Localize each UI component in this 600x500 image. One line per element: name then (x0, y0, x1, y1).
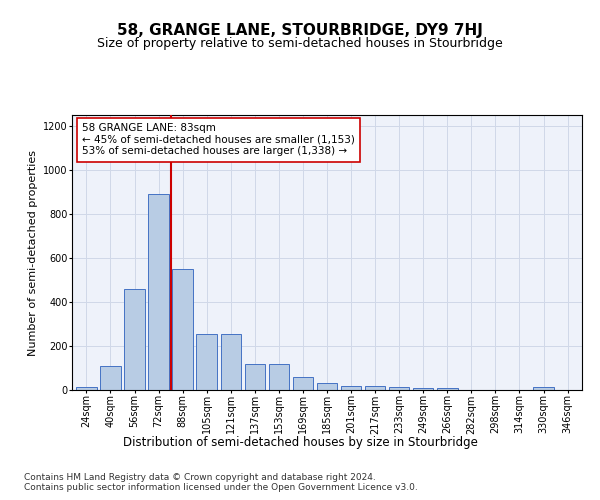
Bar (269, 364, 289, 390)
Bar (293, 377, 313, 390)
Bar (196, 334, 217, 390)
Text: 58, GRANGE LANE, STOURBRIDGE, DY9 7HJ: 58, GRANGE LANE, STOURBRIDGE, DY9 7HJ (117, 22, 483, 38)
Text: Contains HM Land Registry data © Crown copyright and database right 2024.: Contains HM Land Registry data © Crown c… (24, 472, 376, 482)
Bar (341, 386, 361, 390)
Bar (76, 386, 97, 390)
Bar (245, 364, 265, 390)
Bar (533, 386, 554, 390)
Text: Contains public sector information licensed under the Open Government Licence v3: Contains public sector information licen… (24, 484, 418, 492)
Bar (148, 194, 169, 390)
Bar (437, 388, 458, 390)
Bar (317, 384, 337, 390)
Bar (413, 388, 433, 390)
Bar (172, 269, 193, 390)
Text: 58 GRANGE LANE: 83sqm
← 45% of semi-detached houses are smaller (1,153)
53% of s: 58 GRANGE LANE: 83sqm ← 45% of semi-deta… (82, 123, 355, 156)
Y-axis label: Number of semi-detached properties: Number of semi-detached properties (28, 150, 38, 356)
Bar (389, 386, 409, 390)
Bar (365, 386, 385, 390)
Bar (100, 366, 121, 390)
Bar (124, 289, 145, 390)
Text: Distribution of semi-detached houses by size in Stourbridge: Distribution of semi-detached houses by … (122, 436, 478, 449)
Text: Size of property relative to semi-detached houses in Stourbridge: Size of property relative to semi-detach… (97, 38, 503, 51)
Bar (221, 334, 241, 390)
